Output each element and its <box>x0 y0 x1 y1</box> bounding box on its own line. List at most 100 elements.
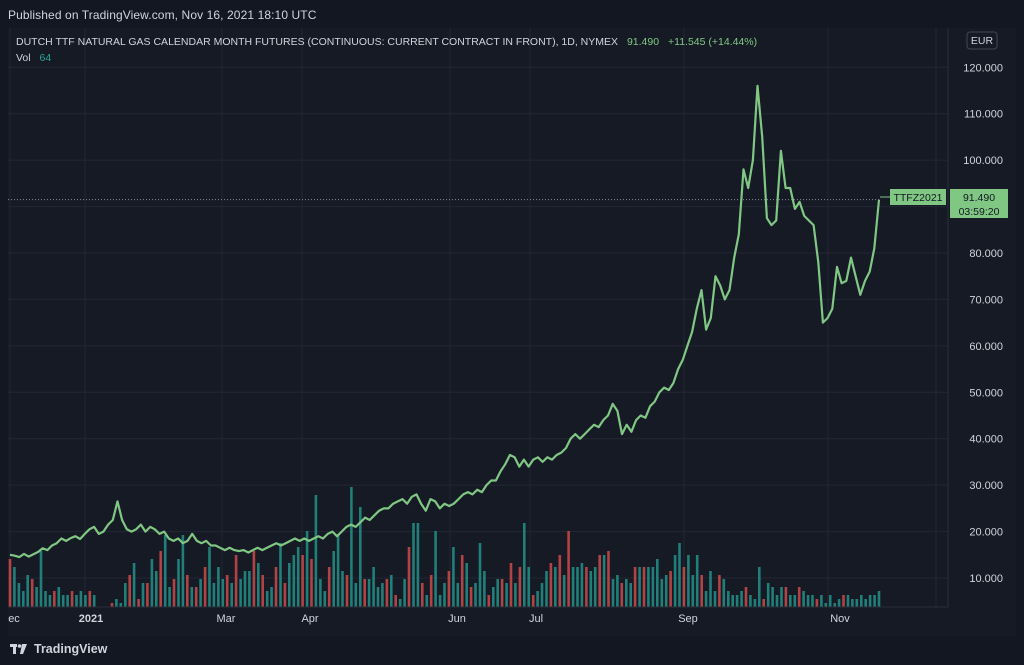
tradingview-logo[interactable]: TradingView <box>10 642 107 656</box>
volume-bar <box>718 575 721 607</box>
volume-bar <box>301 555 304 607</box>
volume-bar <box>265 591 269 607</box>
volume-bar <box>837 599 841 607</box>
price-label-countdown: 03:59:20 <box>959 206 1000 218</box>
y-tick-label: 30.000 <box>969 480 1003 492</box>
volume-bar <box>17 583 21 607</box>
volume-bar <box>452 547 455 607</box>
volume-bar <box>376 587 380 607</box>
volume-bar <box>828 595 832 607</box>
volume-bar <box>793 595 797 607</box>
volume-bar <box>438 595 442 607</box>
volume-bar <box>647 567 650 607</box>
volume-bar <box>691 575 695 607</box>
volume-bar <box>642 567 646 607</box>
volume-bar <box>700 575 703 607</box>
symbol-title: DUTCH TTF NATURAL GAS CALENDAR MONTH FUT… <box>16 36 618 48</box>
volume-bar <box>518 567 522 607</box>
volume-bar <box>443 583 446 607</box>
volume-bar <box>456 583 460 607</box>
svg-text:Vol 64: Vol 64 <box>16 52 51 64</box>
volume-bar <box>625 579 628 607</box>
volume-bar <box>172 579 176 607</box>
volume-bar <box>740 591 743 607</box>
volume-bar <box>212 583 216 607</box>
volume-bar <box>367 579 371 607</box>
volume-bar <box>150 559 154 607</box>
volume-bar <box>79 591 83 607</box>
currency-label: EUR <box>971 35 994 47</box>
volume-bar <box>66 595 69 607</box>
volume-bar <box>811 595 814 607</box>
volume-bar <box>292 555 296 607</box>
volume-bar <box>580 563 584 607</box>
volume-bar <box>270 587 273 607</box>
volume-bar <box>704 591 708 607</box>
y-tick-label: 40.000 <box>969 434 1003 446</box>
volume-bar <box>589 571 593 607</box>
volume-bar <box>70 591 74 607</box>
volume-bar <box>88 591 92 607</box>
volume-bar <box>345 575 349 607</box>
y-tick-label: 100.000 <box>963 155 1003 167</box>
y-tick-label: 60.000 <box>969 341 1003 353</box>
volume-bar <box>194 587 198 607</box>
volume-bar <box>784 587 788 607</box>
volume-bar <box>673 555 677 607</box>
volume-bar <box>762 599 765 607</box>
price-label: TTFZ2021 91.490 03:59:20 <box>880 189 1008 218</box>
volume-value: 64 <box>40 52 52 64</box>
volume-bar <box>398 599 402 607</box>
volume-bar <box>500 579 504 607</box>
volume-bar <box>163 535 167 607</box>
volume-bar <box>598 555 601 607</box>
volume-bar <box>26 575 29 607</box>
volume-bar <box>190 587 194 607</box>
volume-bar <box>709 571 712 607</box>
volume-bar <box>678 543 681 607</box>
price-chart[interactable]: 10.000 20.000 30.000 40.000 50.000 60.000 70.0… <box>0 0 1024 640</box>
volume-bar <box>203 567 207 607</box>
currency-button[interactable]: EUR <box>966 31 998 50</box>
volume-bar <box>336 535 340 607</box>
volume-bar <box>851 599 854 607</box>
volume-bar <box>797 587 801 607</box>
volume-bar <box>234 555 238 607</box>
volume-bar <box>22 591 25 607</box>
y-tick-label: 110.000 <box>964 109 1003 121</box>
volume-bar <box>820 595 823 607</box>
volume-bar <box>319 579 322 607</box>
x-tick-label: Nov <box>830 613 850 625</box>
published-caption: Published on TradingView.com, Nov 16, 20… <box>8 8 317 22</box>
volume-bar <box>225 575 229 607</box>
y-tick-label: 10.000 <box>969 573 1003 585</box>
volume-bar <box>425 595 429 607</box>
volume-bar <box>660 579 664 607</box>
chart-frame[interactable] <box>8 28 1016 640</box>
volume-bar <box>758 567 761 607</box>
tradingview-icon <box>10 644 27 654</box>
y-tick-label: 20.000 <box>969 527 1003 539</box>
volume-bar <box>141 583 145 607</box>
volume-bar <box>585 567 588 607</box>
volume-bar <box>868 595 872 607</box>
volume-bar <box>669 571 672 607</box>
volume-bar <box>35 587 38 607</box>
volume-bar <box>735 595 739 607</box>
volume-bar <box>221 579 225 607</box>
price-label-value: 91.490 <box>963 192 995 204</box>
volume-bar <box>57 587 61 607</box>
volume-bar <box>540 583 544 607</box>
x-tick-label: Sep <box>678 613 698 625</box>
volume-bar <box>713 591 717 607</box>
x-tick-label: Mar <box>217 613 236 625</box>
volume-bar <box>815 599 819 607</box>
volume-bar <box>421 583 424 607</box>
volume-bar <box>749 595 752 607</box>
volume-bar <box>341 571 344 607</box>
chart-grid <box>8 28 948 607</box>
volume-bar <box>656 559 659 607</box>
volume-bar <box>633 567 637 607</box>
volume-bar <box>593 567 597 607</box>
volume-bar <box>722 579 726 607</box>
